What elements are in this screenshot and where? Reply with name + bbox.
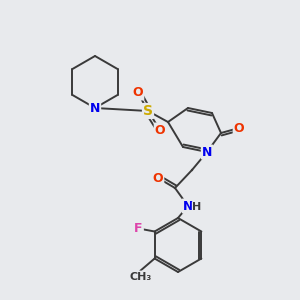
Text: CH₃: CH₃: [130, 272, 152, 281]
Text: O: O: [155, 124, 165, 136]
Text: S: S: [143, 104, 153, 118]
Text: O: O: [133, 86, 143, 100]
Text: N: N: [183, 200, 193, 212]
Text: N: N: [90, 101, 100, 115]
Text: N: N: [202, 146, 212, 158]
Text: O: O: [234, 122, 244, 134]
Text: O: O: [153, 172, 163, 184]
Text: F: F: [134, 222, 143, 235]
Text: H: H: [192, 202, 202, 212]
